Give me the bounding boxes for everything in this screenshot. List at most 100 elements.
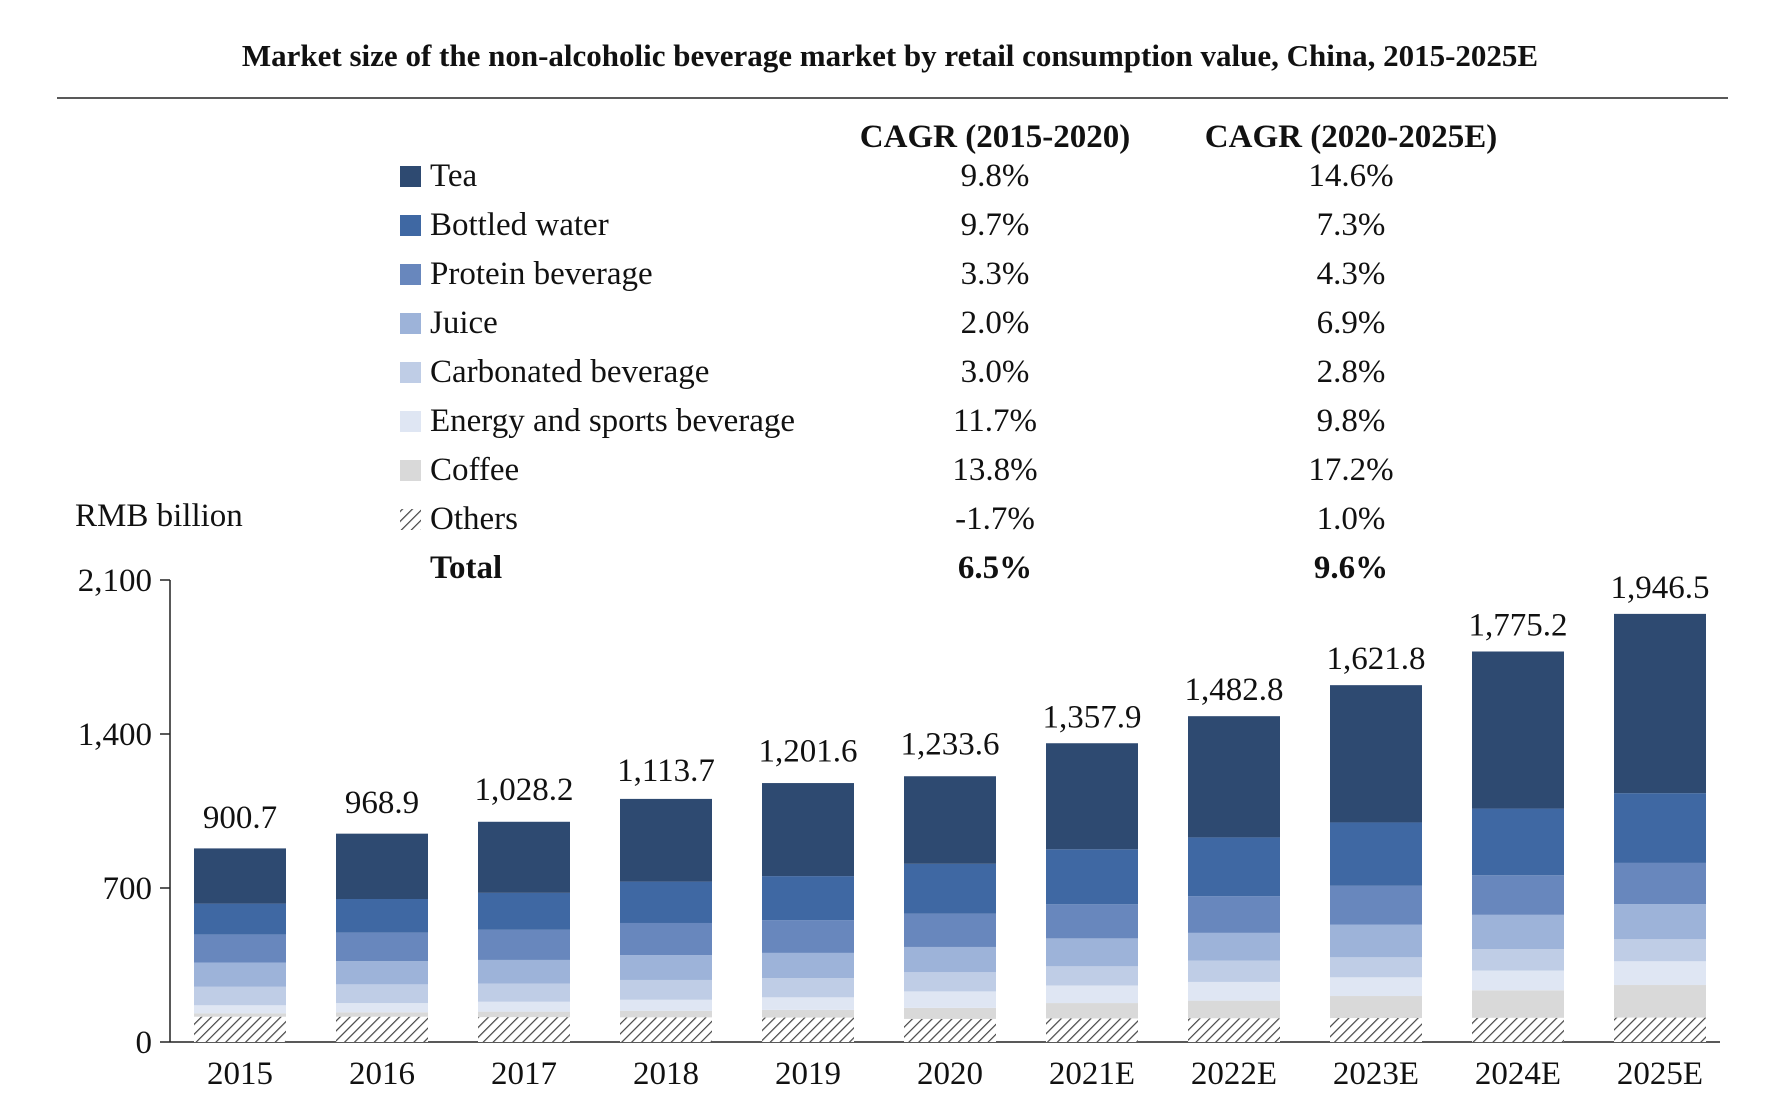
legend-label: Others xyxy=(430,501,518,537)
legend-label: Tea xyxy=(430,158,478,194)
bar-segment-protein-beverage xyxy=(1614,862,1706,905)
bar-segment-bottled-water xyxy=(620,881,712,923)
bar-segment-protein-beverage xyxy=(1472,875,1564,915)
bar-segment-tea xyxy=(1188,716,1280,838)
total-value-label: 1,233.6 xyxy=(901,727,1000,763)
cagr-header-1: CAGR (2015-2020) xyxy=(860,119,1130,155)
legend-label: Coffee xyxy=(430,452,519,488)
bar-segment-tea xyxy=(478,821,570,893)
bar-segment-coffee xyxy=(1614,985,1706,1018)
legend-swatch xyxy=(400,166,421,187)
bar-segment-carbonated-beverage xyxy=(1330,957,1422,978)
bar-segment-bottled-water xyxy=(336,899,428,933)
bar-segment-coffee xyxy=(620,1010,712,1018)
bar-segment-bottled-water xyxy=(762,876,854,921)
bar-segment-others xyxy=(478,1017,570,1042)
bar-segment-bottled-water xyxy=(194,903,286,935)
bar-segment-others xyxy=(1472,1017,1564,1042)
bar-segment-energy-and-sports-beverage xyxy=(1614,961,1706,986)
legend-label: Bottled water xyxy=(430,207,609,243)
bar-segment-protein-beverage xyxy=(762,920,854,953)
bar-segment-coffee xyxy=(904,1007,996,1019)
bar-segment-carbonated-beverage xyxy=(1188,960,1280,982)
cagr-value-2020-2025e: 6.9% xyxy=(1317,305,1386,341)
y-tick-label: 1,400 xyxy=(78,717,152,753)
bar-segment-energy-and-sports-beverage xyxy=(904,991,996,1008)
bar-segment-coffee xyxy=(1330,996,1422,1019)
bar-segment-protein-beverage xyxy=(336,932,428,962)
bar-segment-carbonated-beverage xyxy=(478,983,570,1002)
bar-segment-energy-and-sports-beverage xyxy=(194,1005,286,1014)
bar-segment-tea xyxy=(620,798,712,882)
legend-swatch xyxy=(400,460,421,481)
bar-segment-carbonated-beverage xyxy=(1046,966,1138,986)
bar-segment-tea xyxy=(762,783,854,877)
bar-segment-energy-and-sports-beverage xyxy=(478,1001,570,1012)
bar-segment-juice xyxy=(620,955,712,980)
cagr-value-2015-2020: 13.8% xyxy=(952,452,1037,488)
cagr-value-2015-2020: 9.7% xyxy=(961,207,1030,243)
y-tick-label: 0 xyxy=(136,1025,153,1061)
cagr-value-2015-2020: 3.0% xyxy=(961,354,1030,390)
x-tick-label: 2021E xyxy=(1049,1056,1135,1092)
bar-segment-others xyxy=(1046,1018,1138,1042)
bar-segment-coffee xyxy=(1472,990,1564,1018)
bar-segment-energy-and-sports-beverage xyxy=(620,999,712,1011)
bar-segment-juice xyxy=(904,946,996,973)
bar-segment-coffee xyxy=(336,1012,428,1017)
bar-segment-juice xyxy=(1614,904,1706,940)
legend-label: Juice xyxy=(430,305,498,341)
bar-segment-juice xyxy=(336,961,428,985)
bar-segment-energy-and-sports-beverage xyxy=(1188,981,1280,1001)
bar-segment-tea xyxy=(1614,613,1706,794)
chart-title: Market size of the non-alcoholic beverag… xyxy=(242,38,1538,73)
bar-segment-carbonated-beverage xyxy=(1614,939,1706,962)
legend-total-label: Total xyxy=(430,550,502,586)
legend-label: Energy and sports beverage xyxy=(430,403,795,439)
legend-swatch xyxy=(400,411,421,432)
bar-segment-protein-beverage xyxy=(1046,904,1138,939)
cagr-value-2020-2025e: 9.8% xyxy=(1317,403,1386,439)
bar-segment-others xyxy=(194,1016,286,1042)
bar-segment-carbonated-beverage xyxy=(336,984,428,1004)
bar-segment-protein-beverage xyxy=(620,922,712,956)
x-tick-label: 2017 xyxy=(491,1056,557,1092)
bar-segment-protein-beverage xyxy=(1188,896,1280,933)
bar-segment-carbonated-beverage xyxy=(1472,949,1564,971)
total-value-label: 1,201.6 xyxy=(759,734,858,770)
bar-segment-coffee xyxy=(194,1013,286,1017)
x-tick-label: 2024E xyxy=(1475,1056,1561,1092)
bar-segment-energy-and-sports-beverage xyxy=(1330,977,1422,997)
bar-segment-bottled-water xyxy=(904,863,996,914)
bar-segment-carbonated-beverage xyxy=(904,972,996,992)
x-tick-label: 2022E xyxy=(1191,1056,1277,1092)
total-value-label: 1,113.7 xyxy=(617,753,715,789)
bar-segment-bottled-water xyxy=(1472,808,1564,876)
bar-segment-juice xyxy=(194,962,286,987)
cagr-value-2015-2020: -1.7% xyxy=(955,501,1035,537)
cagr-value-2020-2025e: 2.8% xyxy=(1317,354,1386,390)
cagr-value-2020-2025e: 1.0% xyxy=(1317,501,1386,537)
cagr-value-2020-2025e: 14.6% xyxy=(1308,158,1393,194)
bar-segment-juice xyxy=(1188,932,1280,961)
bar-segment-coffee xyxy=(762,1009,854,1018)
bar-segment-tea xyxy=(1046,743,1138,850)
bar-segment-protein-beverage xyxy=(1330,885,1422,925)
bar-segment-bottled-water xyxy=(1046,849,1138,905)
bar-segment-others xyxy=(762,1017,854,1042)
bars xyxy=(194,613,1706,1042)
bar-segment-tea xyxy=(1472,651,1564,809)
bar-segment-carbonated-beverage xyxy=(194,986,286,1006)
legend-label: Protein beverage xyxy=(430,256,653,292)
cagr-value-2015-2020: 9.8% xyxy=(961,158,1030,194)
bar-segment-juice xyxy=(478,959,570,984)
bar-segment-coffee xyxy=(478,1011,570,1018)
x-tick-label: 2015 xyxy=(207,1056,273,1092)
cagr-value-2015-2020: 11.7% xyxy=(953,403,1037,439)
bar-segment-bottled-water xyxy=(1614,793,1706,863)
cagr-value-2015-2020: 3.3% xyxy=(961,256,1030,292)
bar-segment-others xyxy=(1188,1018,1280,1042)
bar-segment-energy-and-sports-beverage xyxy=(336,1003,428,1013)
cagr-total-2020-2025e: 9.6% xyxy=(1314,550,1388,586)
legend-swatch xyxy=(400,264,421,285)
